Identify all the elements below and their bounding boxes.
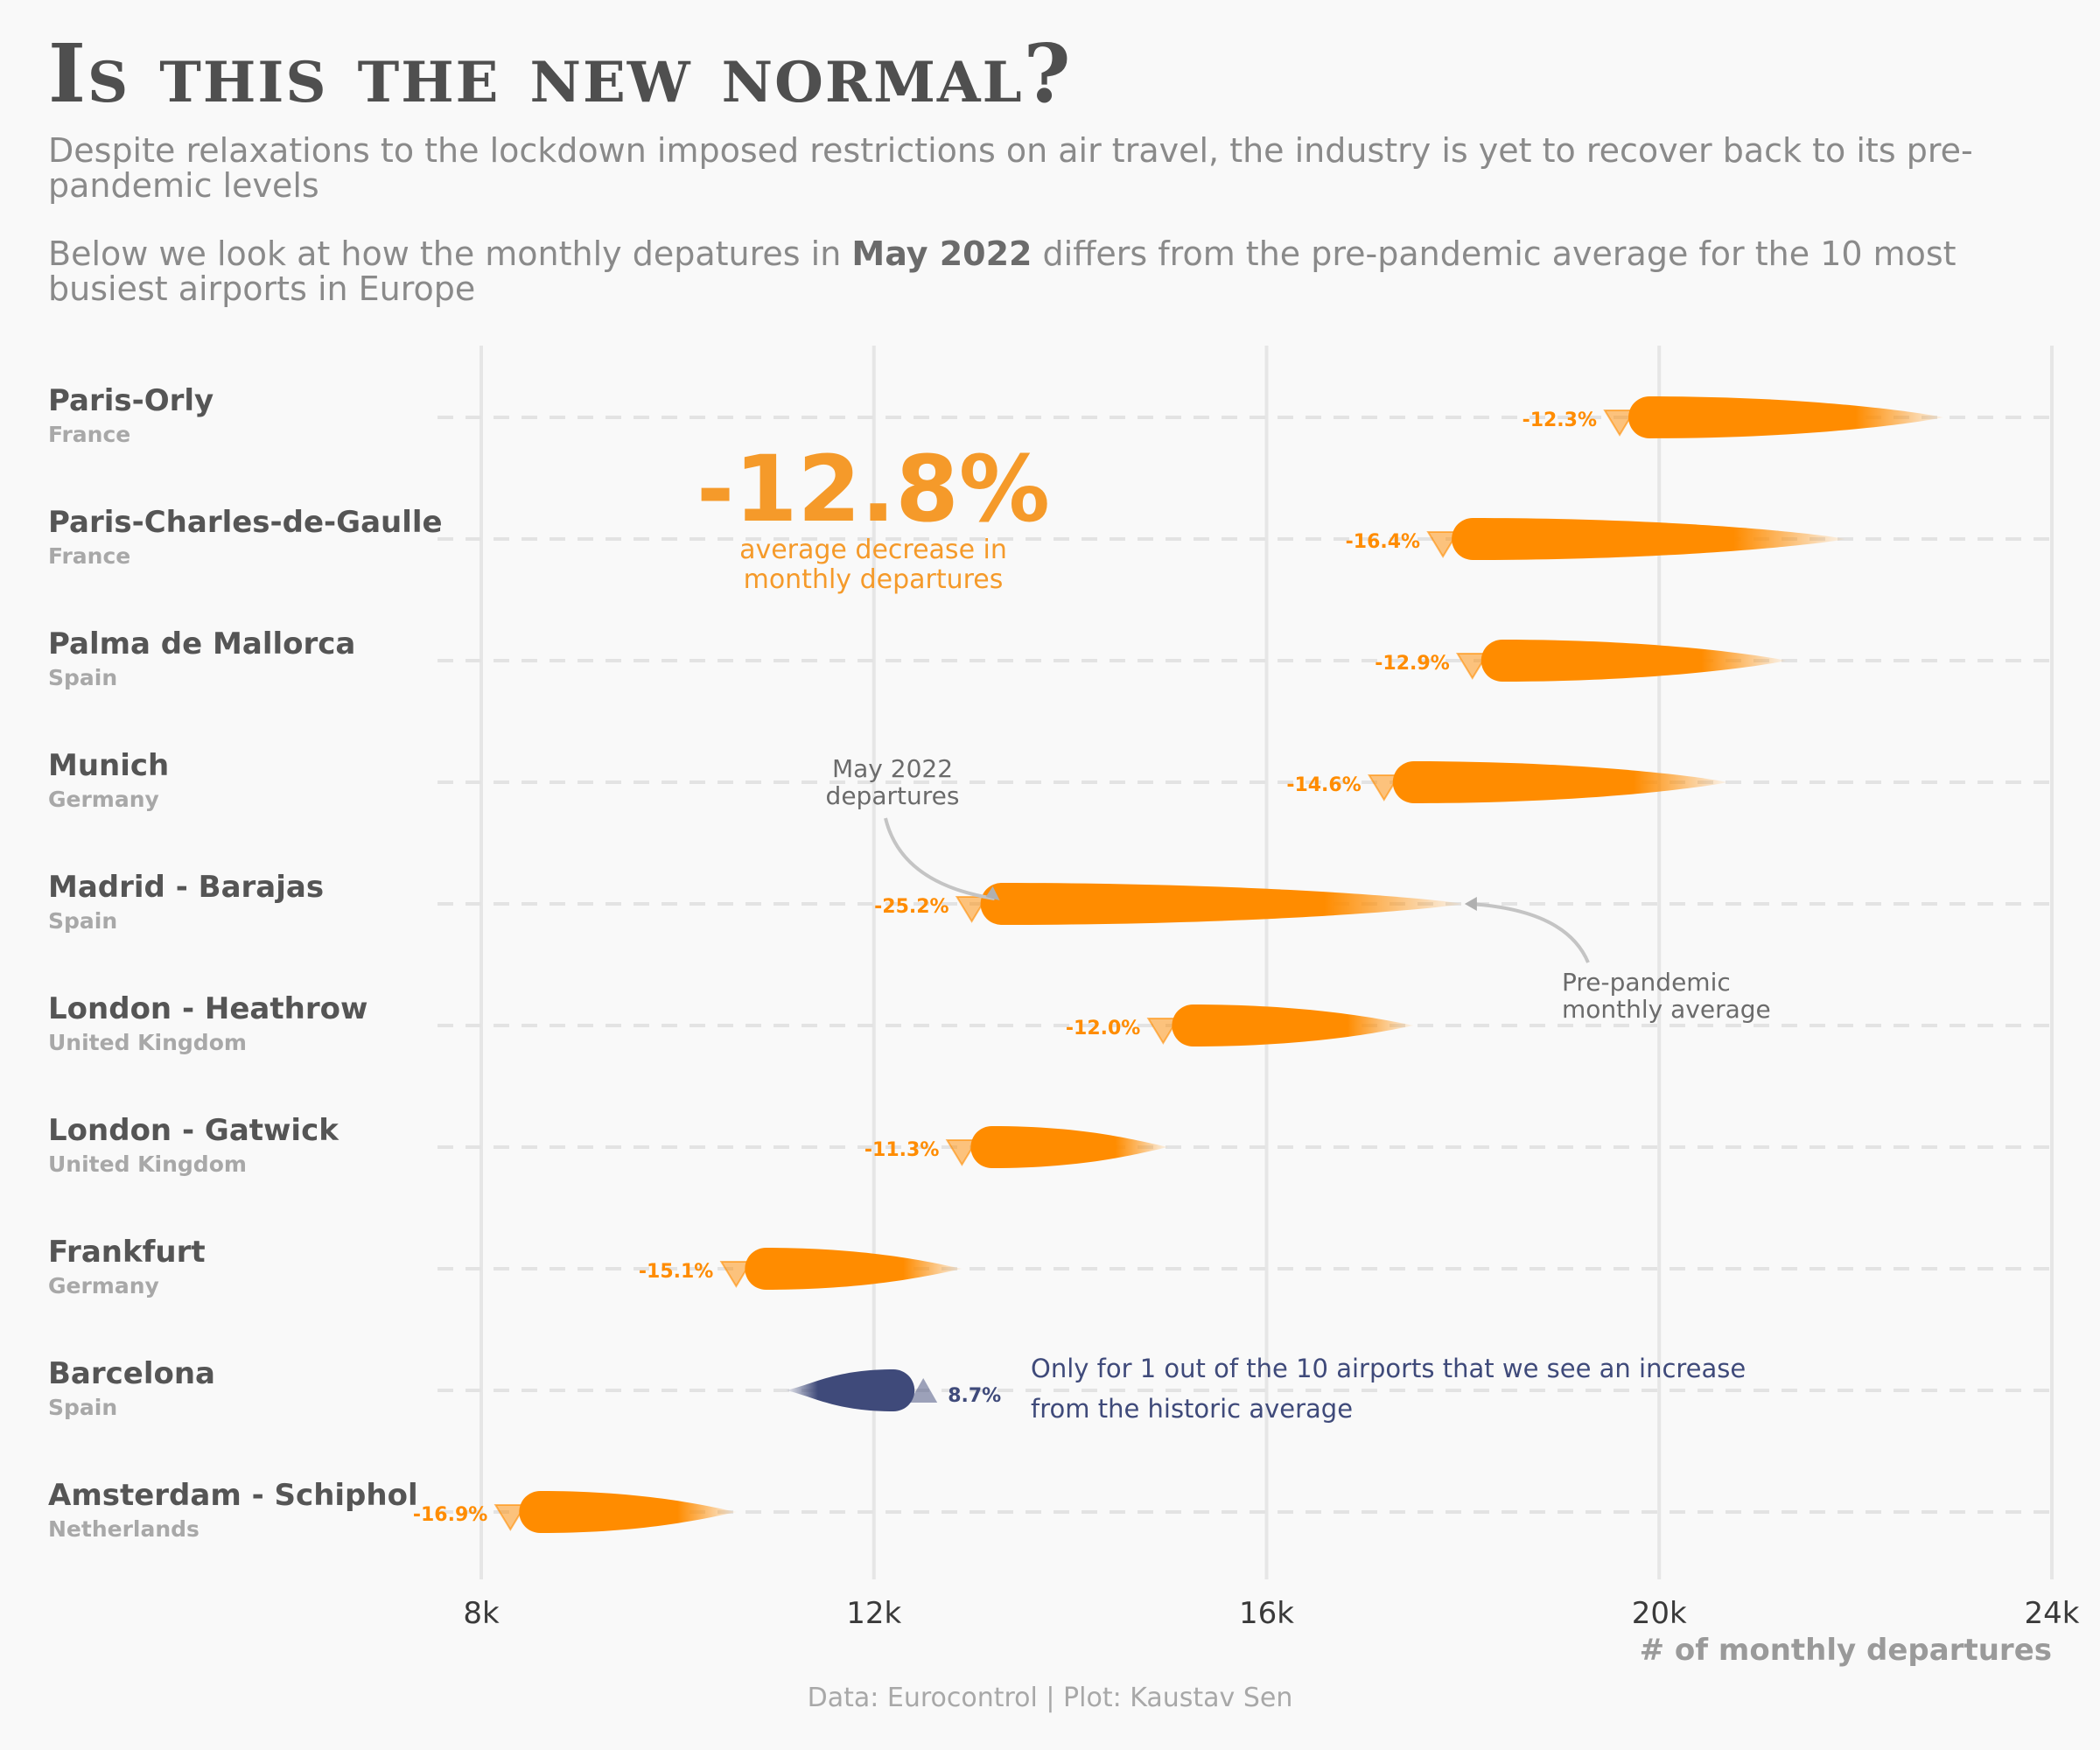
x-tick-label: 24k bbox=[2025, 1596, 2080, 1631]
airport-country: Spain bbox=[48, 908, 117, 934]
airport-row: Barcelona Spain 8.7% bbox=[48, 1356, 2052, 1420]
decrease-triangle-icon bbox=[1426, 531, 1460, 558]
increase-note: from the historic average bbox=[1031, 1394, 1353, 1424]
description-pre: Below we look at how the monthly depatur… bbox=[48, 234, 852, 273]
decrease-triangle-icon bbox=[1455, 653, 1489, 680]
departure-bar bbox=[980, 883, 1463, 925]
airport-name: Munich bbox=[48, 748, 169, 783]
may-2022-label: May 2022 bbox=[832, 754, 953, 783]
airport-row: Madrid - Barajas Spain -25.2% bbox=[48, 870, 2052, 934]
airport-name: Frankfurt bbox=[48, 1235, 206, 1270]
airport-country: Spain bbox=[48, 1395, 117, 1420]
description-post: differs from the pre-pandemic average fo… bbox=[48, 234, 1956, 308]
airport-row: Paris-Charles-de-Gaulle France -16.4% bbox=[48, 505, 2052, 569]
departure-bar bbox=[1172, 1004, 1414, 1046]
percent-change-label: -15.1% bbox=[639, 1261, 713, 1283]
percent-change-label: -12.3% bbox=[1522, 410, 1597, 431]
chart-description: Below we look at how the monthly depatur… bbox=[48, 236, 2061, 306]
decrease-triangle-icon bbox=[1146, 1018, 1180, 1045]
pre-pandemic-arrowhead-icon bbox=[1464, 897, 1477, 911]
chart-title: Is this the new normal? bbox=[48, 26, 1073, 121]
airport-country: United Kingdom bbox=[48, 1152, 247, 1177]
airport-name: Palma de Mallorca bbox=[48, 626, 355, 662]
airport-country: United Kingdom bbox=[48, 1030, 247, 1055]
airport-row: Palma de Mallorca Spain -12.9% bbox=[48, 626, 2052, 690]
chart-caption: Data: Eurocontrol | Plot: Kaustav Sen bbox=[807, 1683, 1293, 1713]
airport-name: Paris-Orly bbox=[48, 383, 214, 418]
departure-bar bbox=[519, 1491, 737, 1533]
airport-name: Amsterdam - Schiphol bbox=[48, 1478, 418, 1513]
airport-row: Paris-Orly France -12.3% bbox=[48, 383, 2052, 447]
airport-country: France bbox=[48, 422, 130, 447]
decrease-triangle-icon bbox=[945, 1139, 979, 1166]
x-tick-label: 20k bbox=[1632, 1596, 1687, 1631]
airport-country: Netherlands bbox=[48, 1516, 200, 1542]
percent-change-label: 8.7% bbox=[948, 1385, 1001, 1407]
row-layer: Paris-Orly France -12.3% Paris-Charles-de-G… bbox=[48, 383, 2052, 1542]
airport-row: London - Heathrow United Kingdom -12.0% bbox=[48, 991, 2052, 1055]
airport-country: France bbox=[48, 543, 130, 569]
airport-country: Germany bbox=[48, 787, 159, 812]
percent-change-label: -14.6% bbox=[1286, 774, 1361, 796]
x-axis-title: # of monthly departures bbox=[1640, 1633, 2052, 1668]
airport-name: Paris-Charles-de-Gaulle bbox=[48, 505, 443, 540]
big-number-caption: monthly departures bbox=[744, 564, 1004, 595]
departure-bar bbox=[1480, 640, 1788, 682]
big-number-caption: average decrease in bbox=[739, 535, 1007, 565]
decrease-triangle-icon bbox=[719, 1261, 753, 1288]
departure-bar bbox=[970, 1126, 1169, 1168]
airport-row: London - Gatwick United Kingdom -11.3% bbox=[48, 1113, 2052, 1177]
x-tick-label: 8k bbox=[463, 1596, 500, 1631]
airport-name: Barcelona bbox=[48, 1356, 215, 1391]
chart-subtitle: Despite relaxations to the lockdown impo… bbox=[48, 131, 1973, 205]
increase-note: Only for 1 out of the 10 airports that w… bbox=[1031, 1354, 1746, 1383]
decrease-triangle-icon bbox=[1368, 774, 1401, 802]
pre-pandemic-label: Pre-pandemic bbox=[1562, 968, 1731, 997]
percent-change-label: -12.0% bbox=[1066, 1018, 1140, 1040]
airport-row: Munich Germany -14.6% bbox=[48, 748, 2052, 812]
may-2022-label: departures bbox=[826, 781, 960, 810]
airport-country: Germany bbox=[48, 1273, 159, 1298]
increase-triangle-icon bbox=[909, 1378, 938, 1403]
airport-name: London - Gatwick bbox=[48, 1113, 340, 1148]
percent-change-label: -12.9% bbox=[1375, 653, 1449, 675]
x-axis: 8k 12k 16k 20k 24k# of monthly departures bbox=[463, 1596, 2079, 1668]
percent-change-label: -16.4% bbox=[1346, 531, 1420, 553]
pre-pandemic-label: monthly average bbox=[1562, 995, 1771, 1024]
departure-bar bbox=[1628, 396, 1944, 438]
airport-name: Madrid - Barajas bbox=[48, 870, 324, 905]
departure-bar bbox=[785, 1369, 915, 1411]
x-tick-label: 16k bbox=[1239, 1596, 1294, 1631]
departure-bar bbox=[1392, 761, 1728, 803]
airport-row: Amsterdam - Schiphol Netherlands -16.9% bbox=[48, 1478, 2052, 1542]
x-tick-label: 12k bbox=[846, 1596, 901, 1631]
may-arrow bbox=[884, 817, 995, 900]
description-highlight: May 2022 bbox=[851, 234, 1032, 273]
big-number-annotation: -12.8% bbox=[696, 436, 1050, 542]
percent-change-label: -16.9% bbox=[413, 1504, 487, 1526]
airport-name: London - Heathrow bbox=[48, 991, 368, 1026]
departure-bar bbox=[1452, 518, 1846, 560]
airport-country: Spain bbox=[48, 665, 117, 690]
decrease-triangle-icon bbox=[955, 896, 989, 923]
pre-pandemic-arrow bbox=[1469, 902, 1590, 963]
percent-change-label: -11.3% bbox=[864, 1139, 939, 1161]
departure-bar bbox=[745, 1248, 962, 1290]
airport-row: Frankfurt Germany -15.1% bbox=[48, 1235, 2052, 1298]
may-arrowhead-icon bbox=[985, 886, 1000, 900]
decrease-triangle-icon bbox=[1603, 410, 1636, 437]
decrease-triangle-icon bbox=[494, 1504, 528, 1531]
percent-change-label: -25.2% bbox=[874, 896, 948, 918]
